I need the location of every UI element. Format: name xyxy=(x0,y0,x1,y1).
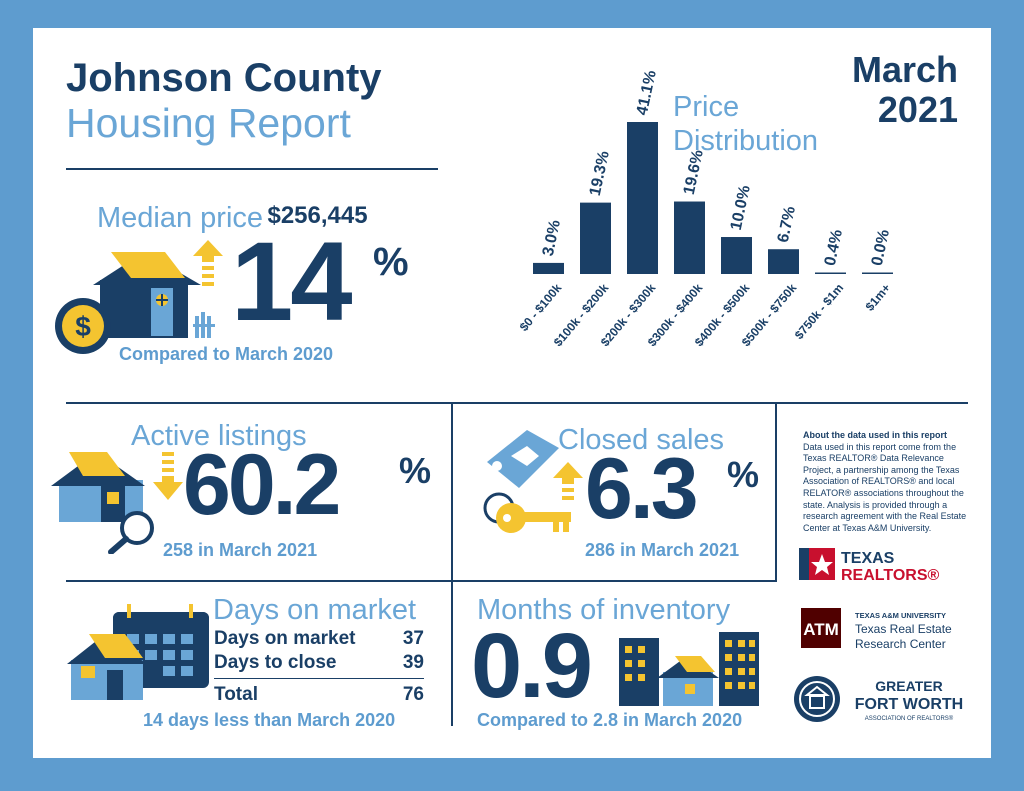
active-listings-label: Active listings xyxy=(131,420,307,452)
months-inventory-comparison: Compared to 2.8 in March 2020 xyxy=(477,710,743,730)
dom-row-value: 37 xyxy=(402,628,424,649)
about-body: Data used in this report come from the T… xyxy=(803,441,967,533)
price-distribution-title-line1: Price xyxy=(673,91,740,123)
median-change-unit: % xyxy=(373,240,409,284)
bar-value-label: 41.1% xyxy=(634,69,660,117)
closed-sales-label: Closed sales xyxy=(558,424,725,456)
bar xyxy=(580,202,611,274)
bar xyxy=(627,122,658,274)
total-label: Total xyxy=(214,684,258,705)
median-change-value: 14 xyxy=(231,219,353,344)
gfw-line3: ASSOCIATION OF REALTORS® xyxy=(865,715,954,722)
active-listings-unit: % xyxy=(399,450,432,491)
bar-value-label: 0.4% xyxy=(822,228,846,267)
house-money-icon: $ xyxy=(55,252,215,354)
days-on-market-row: Days on market 37 xyxy=(214,628,424,650)
bar-value-label: 19.3% xyxy=(587,150,613,198)
tamu-small-text: TEXAS A&M UNIVERSITY xyxy=(855,611,946,620)
category-label: $750k - $1m xyxy=(792,281,846,342)
report-date: March 2021 xyxy=(852,50,958,130)
bar xyxy=(768,249,799,274)
greater-fort-worth-logo: GREATER FORT WORTH ASSOCIATION OF REALTO… xyxy=(794,676,963,722)
median-price-value: $256,445 xyxy=(267,202,368,229)
title-divider xyxy=(66,168,438,170)
category-label: $1m+ xyxy=(863,281,894,314)
report-month: March xyxy=(851,49,958,90)
calendar-house-icon xyxy=(67,604,209,700)
active-listings-detail: 258 in March 2021 xyxy=(163,540,318,560)
closed-sales-detail: 286 in March 2021 xyxy=(585,540,740,560)
tamu-line2: Research Center xyxy=(855,637,946,651)
about-heading: About the data used in this report xyxy=(803,430,948,440)
dtc-row-label: Days to close xyxy=(214,652,337,673)
bar-value-label: 0.0% xyxy=(869,228,893,267)
about-data-note: About the data used in this report Data … xyxy=(803,430,971,534)
active-listings-change: 60.2 xyxy=(183,437,341,533)
house-search-icon xyxy=(51,452,154,554)
closed-sales-change: 6.3 xyxy=(585,441,699,537)
down-arrow-icon xyxy=(153,452,183,500)
section-divider-top xyxy=(66,402,968,404)
section-divider-middle xyxy=(66,580,776,582)
tamu-logo: ATM TEXAS A&M UNIVERSITY Texas Real Esta… xyxy=(801,608,952,651)
price-distribution-title: Price Distribution xyxy=(673,90,818,158)
days-on-market-title: Days on market xyxy=(213,594,417,626)
tamu-line1: Texas Real Estate xyxy=(855,622,952,636)
report-year: 2021 xyxy=(877,89,958,130)
months-inventory-value: 0.9 xyxy=(471,615,593,717)
total-row: Total 76 xyxy=(214,684,424,706)
dom-row-label: Days on market xyxy=(214,628,356,649)
up-arrow-icon xyxy=(193,240,223,286)
texas-realtors-line2: REALTORS® xyxy=(841,567,939,584)
report-subtitle: Housing Report xyxy=(66,100,351,146)
dtc-row-value: 39 xyxy=(402,652,424,673)
median-price-header: Median price $256,445 xyxy=(97,202,368,235)
gfw-line2: FORT WORTH xyxy=(855,696,963,713)
buildings-icon xyxy=(619,632,759,706)
category-label: $0 - $100k xyxy=(517,281,565,334)
bar xyxy=(815,272,846,274)
gfw-line1: GREATER xyxy=(875,678,942,694)
days-to-close-row: Days to close 39 xyxy=(214,652,424,674)
price-distribution-title-line2: Distribution xyxy=(673,125,819,157)
texas-realtors-line1: TEXAS xyxy=(841,550,895,567)
median-price-label: Median price xyxy=(97,202,264,234)
svg-text:ATM: ATM xyxy=(803,620,839,639)
up-arrow-icon xyxy=(553,462,583,500)
bar xyxy=(533,262,564,274)
bar-value-label: 3.0% xyxy=(540,219,564,258)
column-divider-left xyxy=(451,404,453,726)
months-inventory-title: Months of inventory xyxy=(477,594,731,626)
median-comparison: Compared to March 2020 xyxy=(119,344,334,364)
column-divider-right xyxy=(775,404,777,582)
total-divider xyxy=(214,678,424,679)
svg-text:$: $ xyxy=(75,311,91,342)
texas-realtors-logo: TEXAS REALTORS® xyxy=(799,548,939,584)
report-title: Johnson County xyxy=(66,56,382,100)
report-card: Johnson County Housing Report March 2021… xyxy=(33,28,991,758)
closed-sales-unit: % xyxy=(727,454,760,495)
bar xyxy=(862,272,893,274)
bar-value-label: 6.7% xyxy=(775,205,799,244)
total-value: 76 xyxy=(402,684,424,705)
bar xyxy=(721,237,752,274)
bar-value-label: 19.6% xyxy=(681,148,707,196)
bar xyxy=(674,201,705,274)
key-tag-icon xyxy=(483,430,571,533)
days-on-market-comparison: 14 days less than March 2020 xyxy=(143,710,396,730)
bar-value-label: 10.0% xyxy=(728,184,754,232)
